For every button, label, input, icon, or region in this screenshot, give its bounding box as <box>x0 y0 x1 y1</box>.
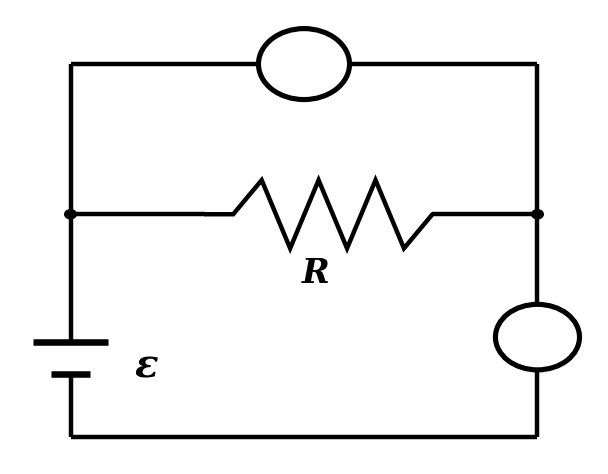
Text: V: V <box>293 48 315 75</box>
Text: R: R <box>302 257 330 290</box>
Circle shape <box>258 28 350 100</box>
Text: A: A <box>528 325 547 349</box>
Circle shape <box>531 210 544 219</box>
Text: ε: ε <box>135 348 158 386</box>
Circle shape <box>496 304 579 370</box>
Circle shape <box>64 210 77 219</box>
